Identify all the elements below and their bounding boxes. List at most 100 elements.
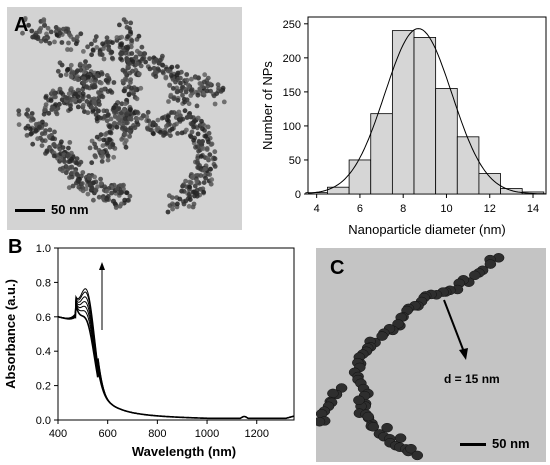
nanoparticle [114,186,120,191]
nanoparticle [133,87,138,93]
nanoparticle [362,411,374,422]
nanoparticle [119,34,125,40]
nanoparticle [209,177,215,183]
nanoparticle [73,41,79,47]
nanoparticle [92,141,97,147]
nanoparticle [65,47,70,52]
nanoparticle [135,122,141,127]
nanoparticle [109,49,114,55]
nanoparticle [16,108,22,114]
nanoparticle [51,142,57,147]
nanoparticle [208,166,214,172]
nanoparticle [159,115,165,121]
nanoparticle [124,24,130,30]
nanoparticle [153,74,159,79]
nanoparticle [186,101,192,107]
nanoparticle [77,61,83,67]
nanoparticle [129,51,135,56]
nanoparticle [50,135,56,141]
tem-particles-a [16,16,227,215]
nanoparticle [121,88,127,94]
nanoparticle [104,118,110,124]
nanoparticle [178,80,183,86]
histogram-bar [500,188,523,195]
nanoparticle [143,59,149,65]
nanoparticle [160,53,165,59]
y-tick-label: 0.6 [36,312,51,324]
nanoparticle [87,145,93,151]
spectrum-line [57,288,295,419]
gaussian-fit-curve [307,28,547,195]
increase-arrow-head [99,262,105,270]
nanoparticle [135,116,140,122]
nanoparticle [78,159,84,165]
nanoparticle [74,171,80,177]
plot-frame [57,247,295,421]
nanoparticle [195,92,201,98]
nanoparticle [44,148,50,154]
nanoparticle [80,91,86,97]
nanoparticle [76,184,82,190]
nanoparticle [166,193,172,199]
nanoparticle [122,132,128,137]
nanoparticle [205,124,211,130]
nanoparticle [181,182,187,188]
nanoparticle [25,107,31,113]
nanoparticle [93,112,99,118]
nanoparticle [46,134,52,139]
nanoparticle [89,41,94,47]
nanoparticle [67,165,73,171]
nanoparticle [138,85,144,91]
nanoparticle [394,433,407,443]
nanoparticle [221,99,227,105]
nanoparticle [194,193,200,199]
nanoparticle [33,30,39,36]
nanoparticle [184,77,190,83]
y-tick-label: 0.0 [36,415,51,427]
nanoparticle [160,62,166,68]
nanoparticle [212,149,218,155]
nanoparticle [165,114,171,119]
nanoparticle [484,259,497,269]
nanoparticle [84,99,90,104]
nanoparticle [91,100,97,105]
nanoparticle [184,72,190,77]
nanoparticle [98,115,103,121]
histogram-bar [456,136,480,195]
nanoparticle [100,94,106,100]
nanoparticle [178,88,184,94]
nanoparticle [52,39,57,45]
nanoparticle [218,89,224,94]
nanoparticle [91,197,96,203]
nanoparticle [183,178,189,184]
nanoparticle [204,88,210,94]
nanoparticle [153,57,159,63]
nanoparticle [158,129,163,135]
nanoparticle [169,126,175,132]
nanoparticle [89,105,95,110]
nanoparticle [202,166,208,172]
scale-bar-c [460,443,486,446]
nanoparticle [198,154,204,159]
nanoparticle [182,108,188,114]
nanoparticle [70,69,75,75]
nanoparticle [97,50,103,56]
nanoparticle [119,101,125,107]
nanoparticle [91,180,96,186]
nanoparticle [199,118,204,124]
nanoparticle [195,144,200,150]
nanoparticle [128,125,134,131]
nanoparticle [109,190,114,196]
nanoparticle [100,143,106,149]
nanoparticle [30,141,36,147]
nanoparticle [122,116,128,121]
nanoparticle [51,153,57,159]
nanoparticle [105,140,110,146]
nanoparticle [212,101,218,107]
histogram-bar [435,88,458,195]
nanoparticle [154,127,160,133]
nanoparticle [84,84,90,90]
nanoparticle [57,30,63,36]
nanoparticle [173,79,178,85]
nanoparticle [125,34,130,40]
